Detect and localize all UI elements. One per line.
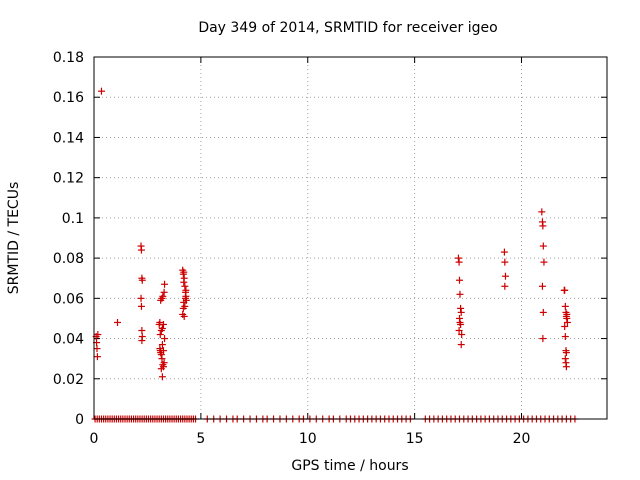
data-point bbox=[161, 280, 169, 288]
x-tick-labels: 0 5 10 15 20 bbox=[90, 431, 531, 447]
data-point bbox=[456, 290, 464, 298]
data-point bbox=[538, 282, 546, 290]
y-tick-labels: 0 0.02 0.04 0.06 0.08 0.1 0.12 0.14 0.16 0.18 bbox=[53, 50, 84, 428]
x-tick-label: 20 bbox=[513, 431, 531, 447]
data-point bbox=[455, 327, 463, 335]
y-tick-label: 0.02 bbox=[53, 372, 84, 388]
data-point bbox=[457, 341, 465, 349]
data-point bbox=[159, 347, 167, 355]
data-point bbox=[454, 254, 462, 262]
data-point bbox=[93, 353, 101, 361]
data-point bbox=[156, 318, 164, 326]
data-point bbox=[160, 359, 168, 367]
y-tick-label: 0.08 bbox=[53, 251, 84, 267]
data-point bbox=[562, 349, 570, 357]
data-point bbox=[180, 268, 188, 276]
data-point bbox=[137, 294, 145, 302]
data-point bbox=[539, 335, 547, 343]
data-point bbox=[93, 345, 101, 353]
data-point bbox=[500, 248, 508, 256]
data-point bbox=[180, 298, 188, 306]
x-tick-label: 5 bbox=[196, 431, 205, 447]
data-point bbox=[501, 282, 509, 290]
data-point bbox=[181, 294, 189, 302]
plot-frame bbox=[93, 56, 608, 420]
y-tick-label: 0.16 bbox=[53, 90, 84, 106]
x-tick-label: 15 bbox=[406, 431, 424, 447]
data-point bbox=[540, 258, 548, 266]
data-point bbox=[159, 320, 167, 328]
data-point bbox=[157, 351, 165, 359]
data-point bbox=[539, 222, 547, 230]
data-point bbox=[137, 302, 145, 310]
data-point bbox=[114, 318, 122, 326]
data-point bbox=[501, 272, 509, 280]
data-point bbox=[180, 278, 188, 286]
data-point bbox=[179, 310, 187, 318]
data-point bbox=[456, 276, 464, 284]
data-point bbox=[138, 337, 146, 345]
data-point bbox=[501, 258, 509, 266]
x-tick-label: 0 bbox=[90, 431, 99, 447]
data-point bbox=[160, 288, 168, 296]
y-axis-label: SRMTID / TECUs bbox=[6, 182, 22, 295]
data-point bbox=[179, 304, 187, 312]
data-point bbox=[458, 331, 466, 339]
x-tick-label: 10 bbox=[299, 431, 317, 447]
chart-title: Day 349 of 2014, SRMTID for receiver ige… bbox=[198, 20, 497, 36]
data-point bbox=[138, 276, 146, 284]
data-point bbox=[158, 325, 166, 332]
data-point bbox=[563, 318, 571, 326]
data-point bbox=[539, 308, 547, 316]
data-point bbox=[561, 355, 569, 363]
data-point bbox=[158, 355, 166, 363]
data-point bbox=[455, 258, 463, 266]
data-point bbox=[561, 333, 569, 341]
data-point bbox=[538, 208, 546, 216]
data-point bbox=[457, 320, 465, 328]
data-point bbox=[156, 331, 164, 339]
data-point bbox=[561, 286, 569, 294]
data-point bbox=[457, 304, 465, 312]
data-point bbox=[161, 335, 169, 343]
data-point bbox=[97, 87, 105, 95]
y-tick-label: 0.06 bbox=[53, 291, 84, 307]
y-tick-label: 0.14 bbox=[53, 130, 84, 146]
y-tick-label: 0.1 bbox=[62, 211, 84, 227]
y-tick-label: 0.12 bbox=[53, 171, 84, 187]
data-point bbox=[563, 310, 571, 318]
data-point bbox=[457, 308, 465, 316]
data-point bbox=[159, 292, 167, 300]
x-axis-label: GPS time / hours bbox=[291, 458, 408, 474]
data-point bbox=[94, 331, 102, 339]
data-point bbox=[137, 246, 145, 254]
y-tick-label: 0.04 bbox=[53, 332, 84, 348]
y-tick-label: 0.18 bbox=[53, 50, 84, 66]
data-point bbox=[158, 341, 166, 349]
data-point bbox=[562, 363, 570, 371]
data-point bbox=[561, 302, 569, 310]
data-point bbox=[539, 242, 547, 250]
data-point bbox=[158, 373, 166, 381]
data-point bbox=[182, 286, 190, 294]
data-point bbox=[157, 365, 165, 373]
data-point bbox=[181, 282, 189, 290]
data-point bbox=[138, 327, 146, 335]
data-point bbox=[561, 322, 569, 330]
y-tick-label: 0 bbox=[75, 412, 84, 428]
